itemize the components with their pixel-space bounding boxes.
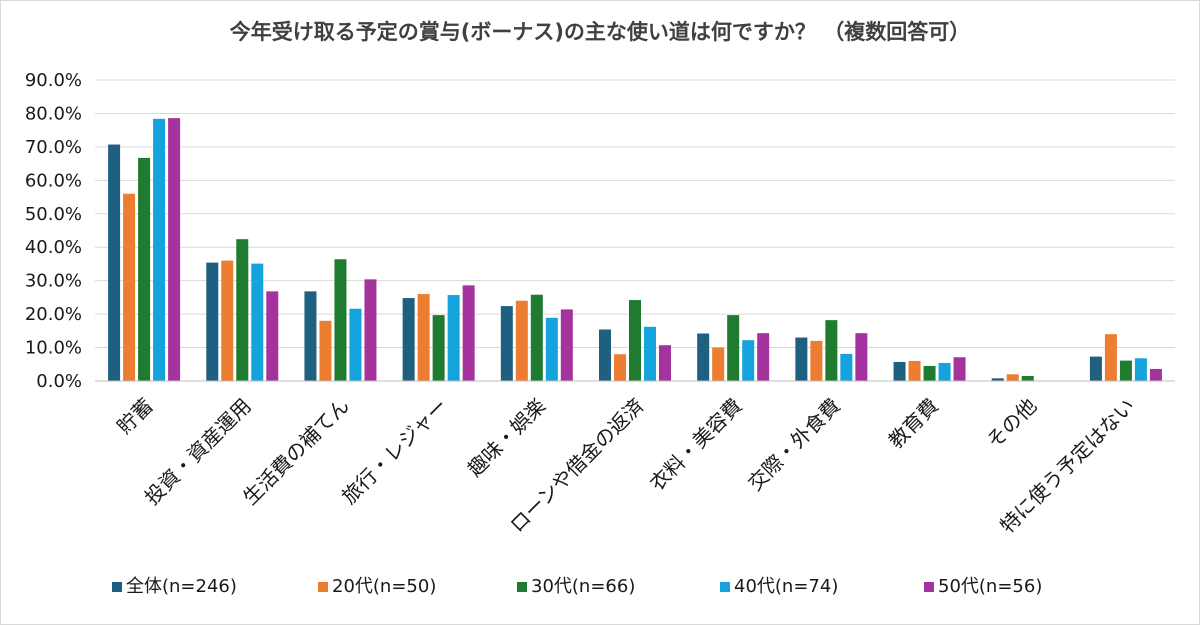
bar — [840, 353, 853, 381]
bar — [545, 317, 558, 381]
bar — [432, 315, 445, 381]
y-tick-label: 50.0% — [25, 204, 82, 225]
x-category-label: 趣味・娯楽 — [463, 394, 551, 482]
bar — [727, 315, 740, 381]
bar — [908, 360, 921, 381]
bar — [757, 333, 770, 381]
bar — [1006, 374, 1019, 381]
y-tick-label: 40.0% — [25, 237, 82, 258]
bar — [659, 345, 671, 381]
y-tick-label: 20.0% — [25, 304, 82, 325]
bar — [462, 285, 475, 381]
bar — [251, 263, 264, 381]
x-category-label: 旅行・レジャー — [337, 394, 452, 509]
bar — [364, 279, 377, 381]
x-category-label: 貯蓄 — [112, 394, 157, 439]
bar — [599, 329, 611, 381]
bar — [266, 291, 279, 381]
legend-swatch — [112, 582, 122, 592]
x-category-label: 教育費 — [884, 394, 943, 453]
bar — [153, 118, 166, 381]
bar — [629, 300, 641, 381]
bar — [893, 361, 906, 381]
bar — [1149, 368, 1162, 381]
x-category-label: その他 — [982, 394, 1041, 453]
bar — [644, 326, 656, 381]
chart-title: 今年受け取る予定の賞与(ボーナス)の主な使い道は何ですか？ （複数回答可） — [229, 20, 971, 44]
bar — [712, 347, 725, 381]
bar — [825, 320, 838, 381]
bar — [530, 294, 543, 381]
bar — [795, 337, 808, 381]
bar — [515, 300, 528, 381]
bar — [953, 357, 966, 381]
y-tick-label: 70.0% — [25, 137, 82, 158]
bar — [1089, 356, 1102, 381]
x-category-label: 衣料・美容費 — [645, 394, 747, 496]
bar — [1021, 375, 1034, 381]
y-tick-label: 30.0% — [25, 271, 82, 292]
y-tick-label: 60.0% — [25, 170, 82, 191]
bar — [304, 291, 317, 381]
bar — [349, 308, 362, 381]
x-category-label: 交際・外食費 — [743, 394, 845, 496]
bar — [697, 333, 710, 381]
y-tick-label: 90.0% — [25, 70, 82, 91]
bar — [417, 294, 430, 381]
bar — [402, 298, 415, 381]
y-tick-label: 10.0% — [25, 338, 82, 359]
bar — [614, 354, 626, 381]
bar — [123, 193, 136, 381]
y-tick-label: 0.0% — [36, 371, 82, 392]
bar — [991, 378, 1004, 381]
legend-swatch — [517, 582, 527, 592]
bar — [1104, 334, 1117, 381]
bar — [560, 309, 573, 381]
legend-label: 50代(n=56) — [938, 576, 1042, 597]
bar — [319, 320, 332, 381]
legend-label: 20代(n=50) — [332, 576, 436, 597]
bar — [221, 260, 234, 381]
bar — [855, 333, 868, 381]
bar — [206, 262, 219, 381]
bar — [923, 365, 936, 381]
bar — [236, 239, 249, 381]
legend-swatch — [318, 582, 328, 592]
bar — [447, 295, 460, 381]
bar — [938, 362, 951, 381]
legend-label: 全体(n=246) — [126, 576, 237, 597]
legend-swatch — [924, 582, 934, 592]
legend-swatch — [720, 582, 730, 592]
bar — [168, 118, 181, 382]
bar — [138, 157, 151, 381]
legend-label: 40代(n=74) — [734, 576, 838, 597]
bar — [500, 306, 513, 381]
bar — [742, 340, 755, 381]
bar — [334, 259, 347, 381]
y-tick-label: 80.0% — [25, 103, 82, 124]
bar — [810, 340, 823, 381]
bar — [108, 144, 121, 381]
bar — [1134, 358, 1147, 381]
legend-label: 30代(n=66) — [531, 576, 635, 597]
bar — [1119, 360, 1132, 381]
